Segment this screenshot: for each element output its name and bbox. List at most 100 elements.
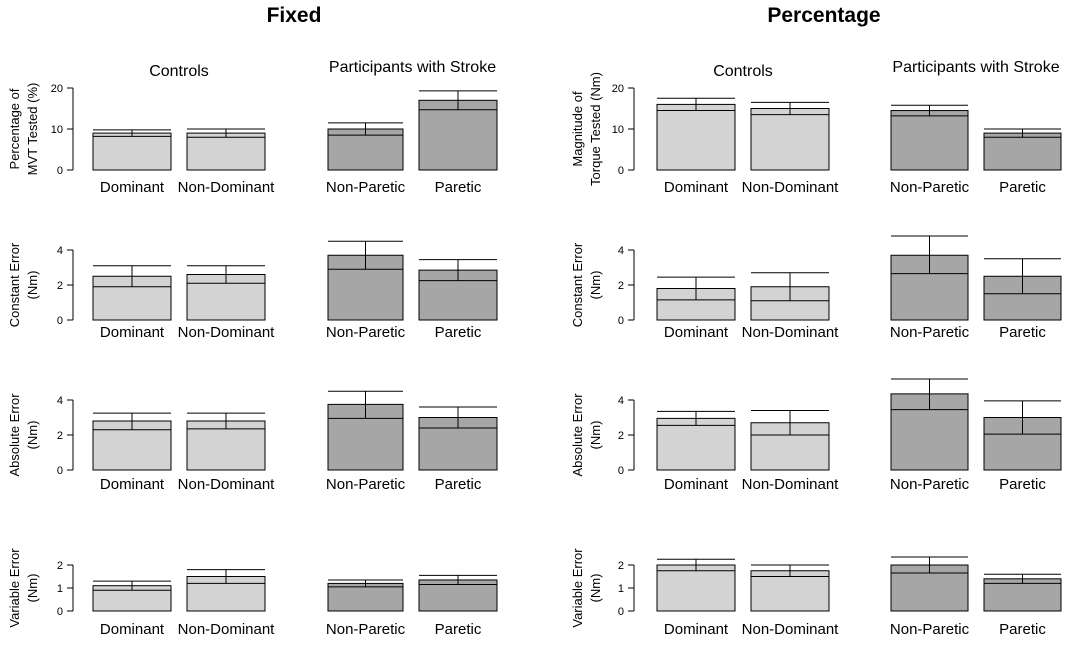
y-tick-label: 0 (57, 465, 63, 477)
controls-group-label: Controls (149, 63, 209, 80)
category-label: Paretic (999, 324, 1046, 341)
y-axis-label: Constant Error (570, 242, 585, 327)
chart-panel: 0 2 4 Absolute Error (Nm) Dominant Non-Dominan… (7, 390, 498, 493)
category-label: Dominant (664, 476, 729, 493)
category-label: Non-Paretic (890, 621, 970, 638)
category-label: Non-Dominant (178, 476, 276, 493)
bar (656, 103, 736, 171)
y-tick-label: 1 (618, 583, 624, 595)
y-axis-label: (Nm) (588, 271, 603, 300)
y-axis-label: Constant Error (7, 242, 22, 327)
category-label: Paretic (999, 476, 1046, 493)
y-tick-label: 4 (618, 245, 624, 257)
category-label: Dominant (100, 324, 165, 341)
y-axis-label: Variable Error (7, 548, 22, 628)
y-axis-label: MVT Tested (%) (25, 83, 40, 176)
chart-panel: 0 2 4 Constant Error (Nm) Dominant Non-Dominan… (7, 240, 498, 341)
category-label: Dominant (664, 179, 729, 196)
y-tick-label: 0 (618, 165, 624, 177)
y-axis-label: Magnitude of (570, 91, 585, 167)
y-tick-label: 20 (612, 83, 624, 95)
bar (656, 564, 736, 612)
controls-group-label: Controls (713, 63, 773, 80)
y-tick-label: 10 (51, 124, 63, 136)
bar (327, 582, 404, 612)
y-tick-label: 0 (618, 315, 624, 327)
y-axis-label: Percentage of (7, 88, 22, 169)
bar (656, 417, 736, 471)
chart-panel: 0 2 4 Constant Error (Nm) Dominant Non-Dominan… (570, 235, 1062, 341)
category-label: Non-Dominant (178, 324, 276, 341)
y-tick-label: 2 (57, 560, 63, 572)
y-tick-label: 0 (618, 606, 624, 618)
category-label: Dominant (100, 179, 165, 196)
y-tick-label: 2 (57, 280, 63, 292)
y-tick-label: 0 (57, 606, 63, 618)
category-label: Non-Dominant (742, 476, 840, 493)
category-label: Non-Dominant (742, 621, 840, 638)
bar (890, 110, 969, 171)
y-axis-label: Variable Error (570, 548, 585, 628)
category-label: Non-Paretic (326, 476, 406, 493)
chart-panel: 0 2 4 Absolute Error (Nm) Dominant Non-Dominan… (570, 378, 1062, 493)
y-axis-label: (Nm) (25, 421, 40, 450)
bar (750, 108, 830, 171)
category-label: Non-Dominant (178, 621, 276, 638)
stroke-group-label: Participants with Stroke (892, 59, 1059, 76)
y-tick-label: 20 (51, 83, 63, 95)
y-tick-label: 10 (612, 124, 624, 136)
y-axis-label: Absolute Error (7, 393, 22, 477)
y-axis-label: (Nm) (25, 574, 40, 603)
bar (983, 417, 1062, 471)
y-axis-label: (Nm) (588, 421, 603, 450)
category-label: Non-Dominant (742, 179, 840, 196)
category-label: Non-Paretic (890, 476, 970, 493)
category-label: Dominant (664, 324, 729, 341)
category-label: Dominant (100, 621, 165, 638)
y-axis-label: Torque Tested (Nm) (588, 72, 603, 186)
category-label: Paretic (999, 621, 1046, 638)
y-tick-label: 0 (618, 465, 624, 477)
category-label: Non-Paretic (326, 621, 406, 638)
y-tick-label: 2 (57, 430, 63, 442)
y-tick-label: 4 (618, 395, 624, 407)
percentage-column-title: Percentage (767, 4, 880, 27)
y-tick-label: 0 (57, 315, 63, 327)
y-axis-label: (Nm) (25, 271, 40, 300)
y-tick-label: 0 (57, 165, 63, 177)
category-label: Non-Paretic (326, 179, 406, 196)
y-tick-label: 2 (618, 280, 624, 292)
category-label: Paretic (999, 179, 1046, 196)
category-label: Non-Paretic (890, 324, 970, 341)
category-label: Paretic (435, 476, 482, 493)
chart-panel: 0 1 2 Variable Error (Nm) Dominant Non-Dominan… (570, 548, 1062, 638)
y-tick-label: 2 (618, 560, 624, 572)
fixed-column-title: Fixed (267, 4, 322, 27)
bar (418, 99, 498, 171)
y-tick-label: 2 (618, 430, 624, 442)
chart-panel: 0 1 2 Variable Error (Nm) Dominant Non-Dominan… (7, 548, 498, 638)
category-label: Dominant (664, 621, 729, 638)
category-label: Non-Dominant (178, 179, 276, 196)
category-label: Non-Dominant (742, 324, 840, 341)
bar (186, 132, 266, 171)
category-label: Paretic (435, 179, 482, 196)
bar (92, 132, 172, 171)
category-label: Paretic (435, 324, 482, 341)
chart-panel: 0 10 20 Magnitude of Torque Tested (Nm) Domin… (570, 59, 1062, 196)
category-label: Paretic (435, 621, 482, 638)
bar (983, 132, 1062, 171)
y-axis-label: Absolute Error (570, 393, 585, 477)
stroke-group-label: Participants with Stroke (329, 59, 496, 76)
category-label: Dominant (100, 476, 165, 493)
y-tick-label: 4 (57, 395, 63, 407)
y-axis-label: (Nm) (588, 574, 603, 603)
category-label: Non-Paretic (890, 179, 970, 196)
category-label: Non-Paretic (326, 324, 406, 341)
bar (983, 578, 1062, 612)
chart-panel: 0 10 20 Percentage of MVT Tested (%) Dominant… (7, 59, 498, 196)
y-tick-label: 4 (57, 245, 63, 257)
y-tick-label: 1 (57, 583, 63, 595)
